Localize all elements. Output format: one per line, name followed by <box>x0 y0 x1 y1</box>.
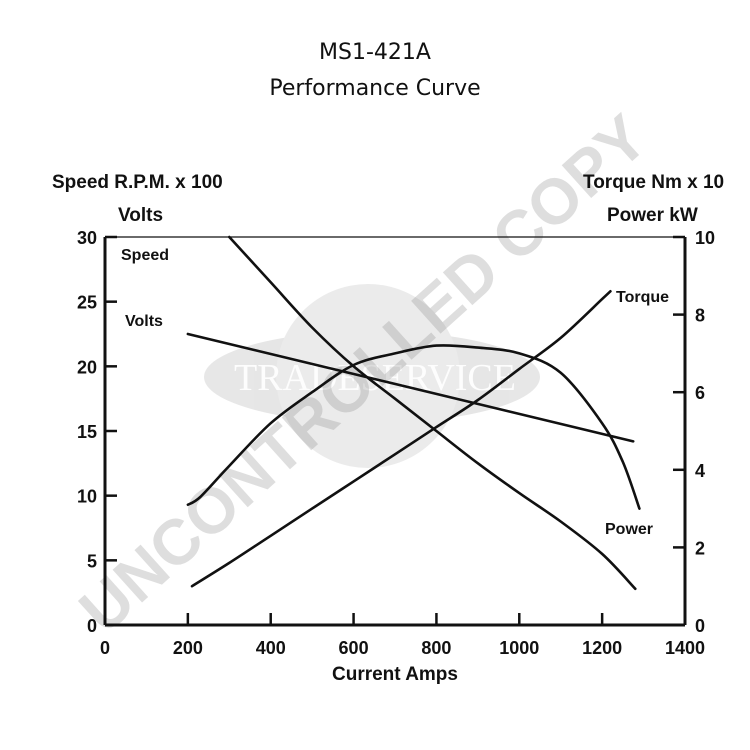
left-tick-label: 10 <box>77 487 97 507</box>
x-tick-label: 800 <box>421 638 451 658</box>
series-line-torque <box>190 290 612 588</box>
left-tick-label: 5 <box>87 551 97 571</box>
series-label-power: Power <box>605 521 653 538</box>
x-tick-label: 0 <box>100 638 110 658</box>
axis-ticks: 0 200 400 600 800 1000 1200 1400051015202530024… <box>77 228 715 658</box>
x-tick-label: 600 <box>339 638 369 658</box>
watermark <box>204 284 540 468</box>
left-tick-label: 15 <box>77 422 97 442</box>
right-axis-label-torque: Torque Nm x 10 <box>583 172 724 193</box>
right-tick-label: 0 <box>695 616 705 636</box>
series-curves <box>186 235 641 591</box>
left-tick-label: 0 <box>87 616 97 636</box>
right-tick-label: 2 <box>695 538 705 558</box>
series-line-speed <box>228 235 637 591</box>
series-label-volts: Volts <box>125 313 163 330</box>
left-tick-label: 25 <box>77 293 97 313</box>
left-tick-label: 20 <box>77 357 97 377</box>
series-labels: Speed Volts Torque Power <box>121 247 669 538</box>
right-axis-label-power: Power kW <box>607 205 698 226</box>
right-tick-label: 6 <box>695 383 705 403</box>
right-tick-label: 8 <box>695 306 705 326</box>
right-tick-label: 10 <box>695 228 715 248</box>
chart-subtitle: Performance Curve <box>269 76 481 101</box>
series-line-power <box>186 344 641 510</box>
left-axis-label-speed: Speed R.P.M. x 100 <box>52 172 223 193</box>
x-tick-label: 1400 <box>665 638 705 658</box>
right-tick-label: 4 <box>695 461 705 481</box>
series-label-torque: Torque <box>616 289 669 306</box>
left-tick-label: 30 <box>77 228 97 248</box>
x-tick-label: 1200 <box>582 638 622 658</box>
x-tick-label: 400 <box>256 638 286 658</box>
x-tick-label: 200 <box>173 638 203 658</box>
x-tick-label: 1000 <box>499 638 539 658</box>
series-line-volts <box>186 332 635 443</box>
left-axis-label-volts: Volts <box>118 205 163 226</box>
chart-title: MS1-421A <box>319 40 431 65</box>
series-label-speed: Speed <box>121 247 169 264</box>
x-axis-label: Current Amps <box>332 664 458 685</box>
